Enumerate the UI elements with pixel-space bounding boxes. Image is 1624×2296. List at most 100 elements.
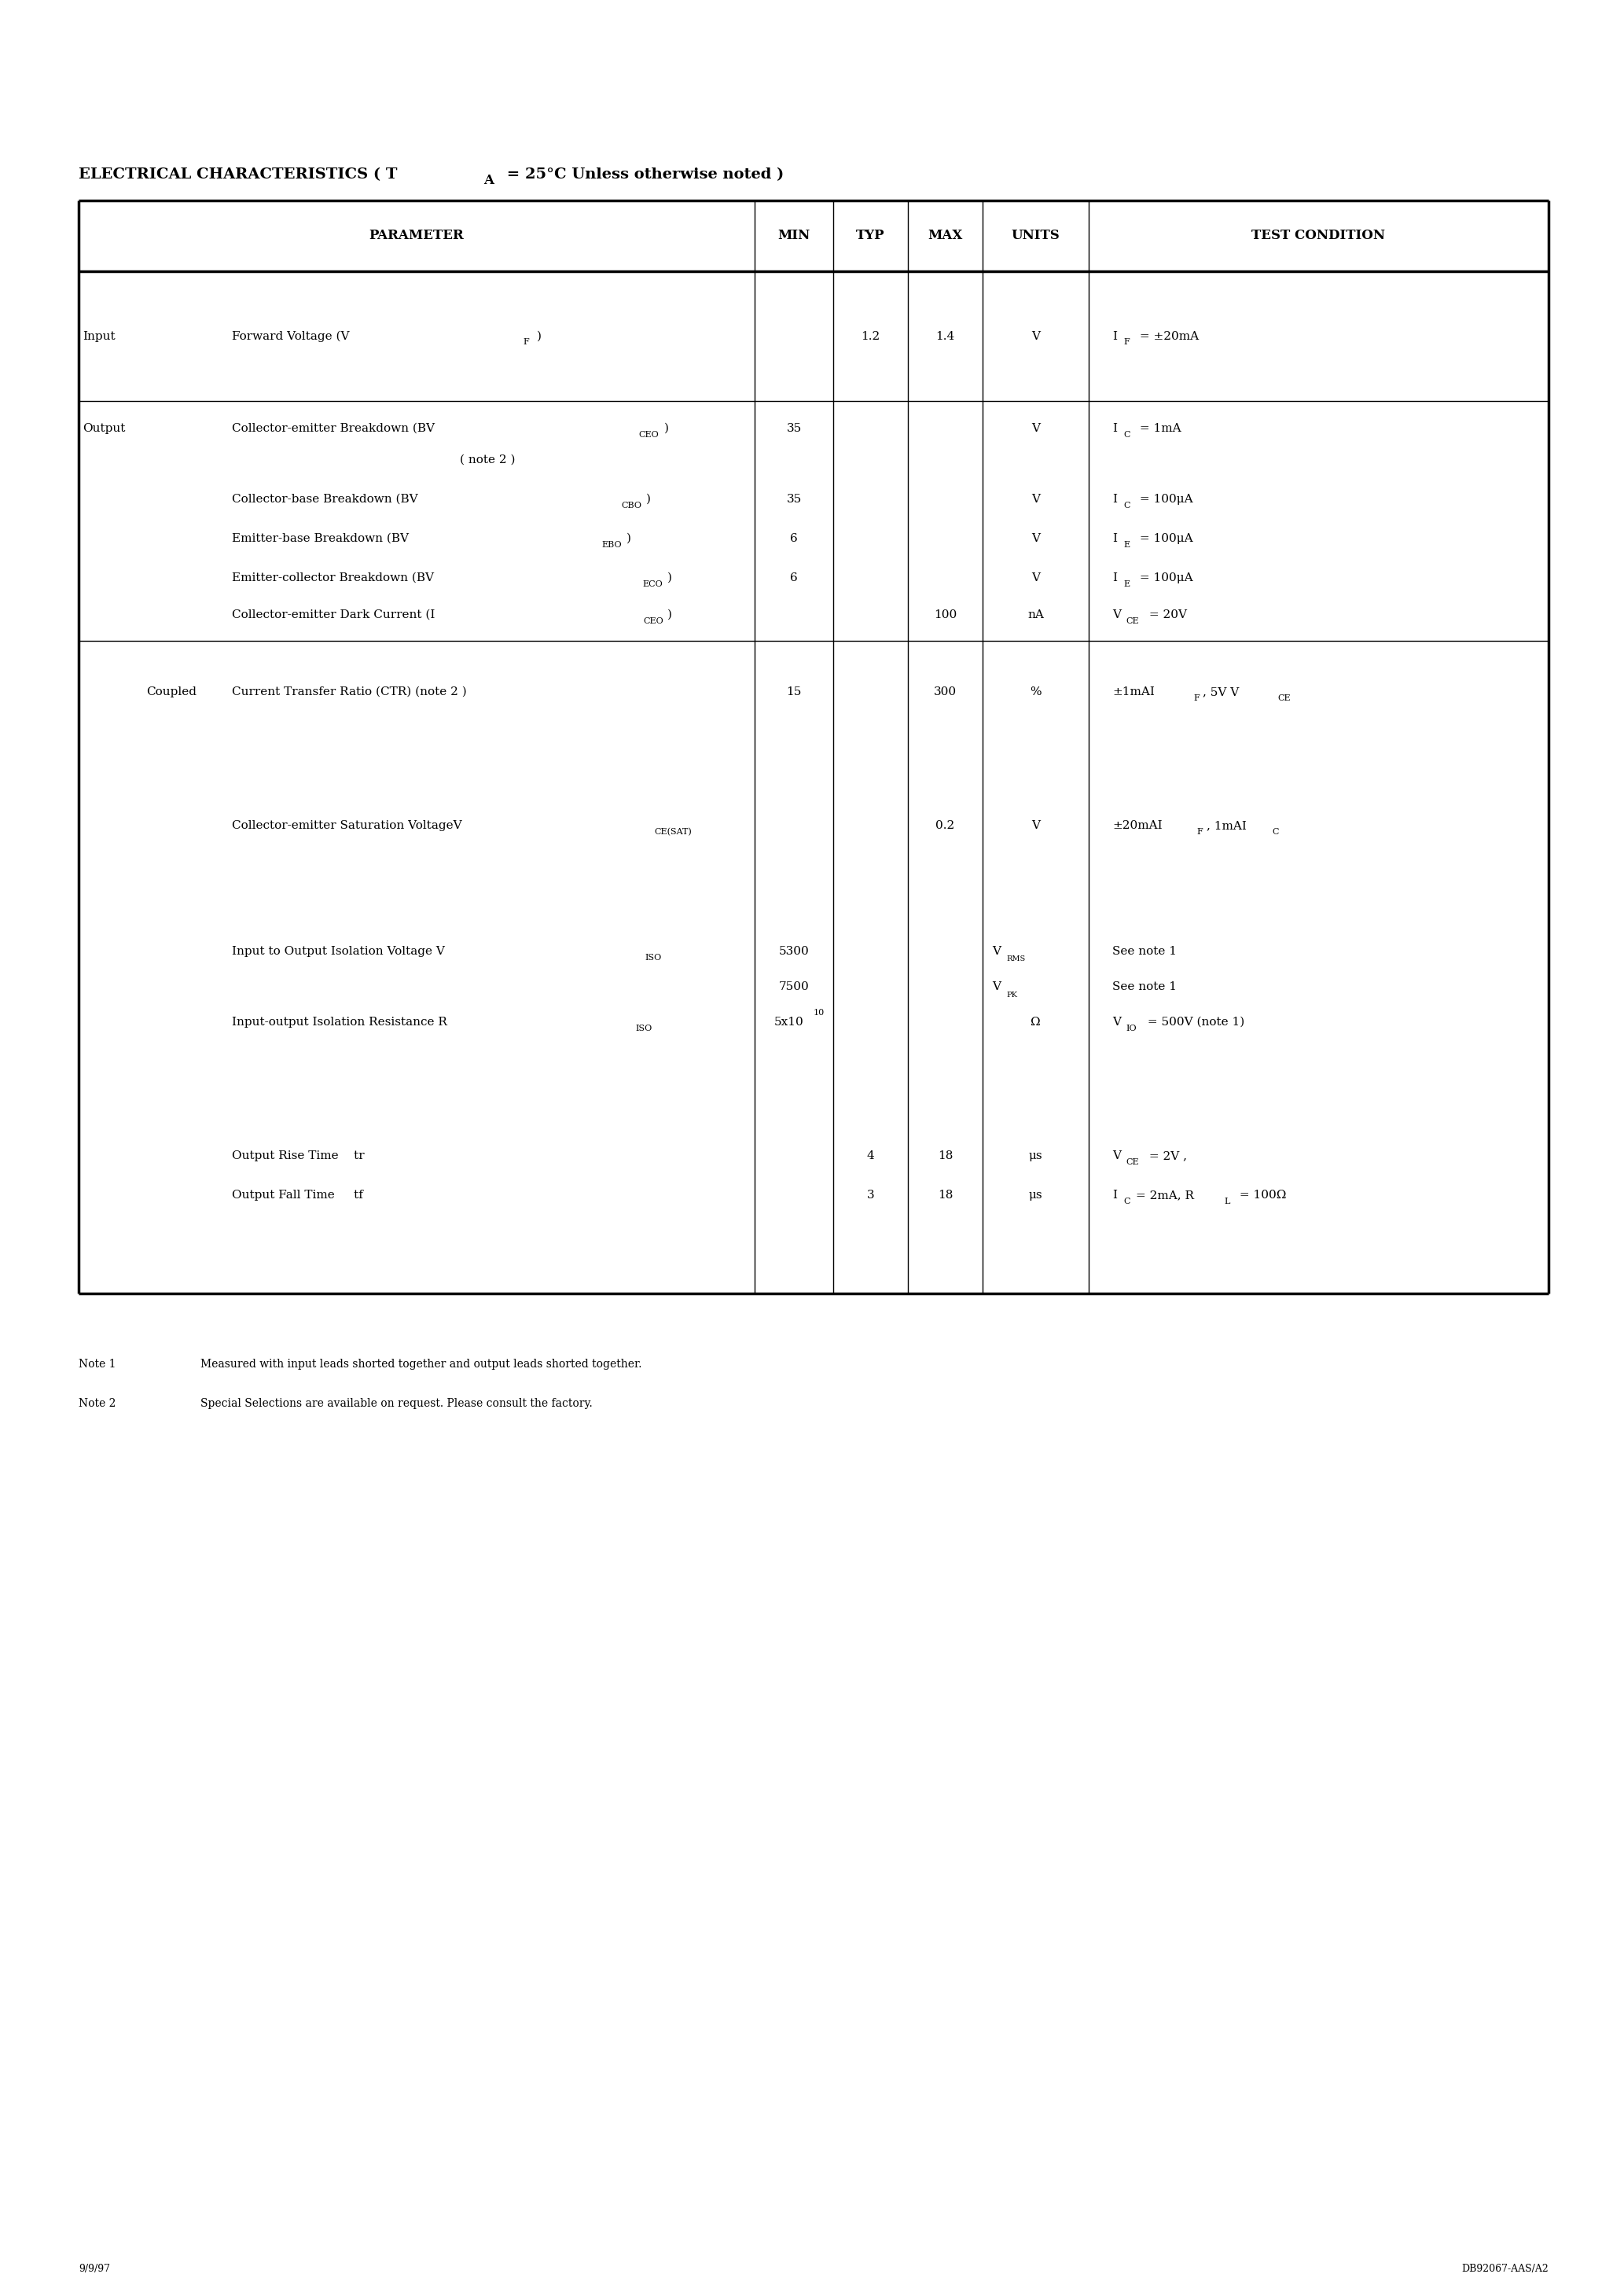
Text: C: C: [1124, 501, 1130, 510]
Text: 4: 4: [867, 1150, 874, 1162]
Text: 35: 35: [786, 422, 802, 434]
Text: DB92067-AAS/A2: DB92067-AAS/A2: [1462, 2264, 1549, 2273]
Text: = 500V (note 1): = 500V (note 1): [1143, 1017, 1244, 1029]
Text: ELECTRICAL CHARACTERISTICS ( T: ELECTRICAL CHARACTERISTICS ( T: [78, 168, 398, 181]
Text: 0.2: 0.2: [935, 820, 955, 831]
Text: 10: 10: [814, 1008, 825, 1017]
Text: 3: 3: [867, 1189, 874, 1201]
Text: V: V: [992, 946, 1000, 957]
Text: V: V: [1031, 820, 1039, 831]
Text: , 1mAI: , 1mAI: [1207, 820, 1247, 831]
Text: μs: μs: [1028, 1189, 1043, 1201]
Text: V: V: [1031, 533, 1039, 544]
Text: = 2mA, R: = 2mA, R: [1135, 1189, 1194, 1201]
Text: V: V: [1031, 494, 1039, 505]
Text: Coupled: Coupled: [146, 687, 197, 698]
Text: ): ): [667, 608, 672, 620]
Text: = 1mA: = 1mA: [1135, 422, 1181, 434]
Text: PARAMETER: PARAMETER: [369, 230, 464, 243]
Text: Forward Voltage (V: Forward Voltage (V: [232, 331, 349, 342]
Text: = 100μA: = 100μA: [1135, 572, 1194, 583]
Text: F: F: [1194, 693, 1200, 703]
Text: μs: μs: [1028, 1150, 1043, 1162]
Text: F: F: [1124, 338, 1129, 347]
Text: TEST CONDITION: TEST CONDITION: [1252, 230, 1385, 243]
Text: Input-output Isolation Resistance R: Input-output Isolation Resistance R: [232, 1017, 447, 1029]
Text: ±20mAI: ±20mAI: [1112, 820, 1163, 831]
Text: Emitter-collector Breakdown (BV: Emitter-collector Breakdown (BV: [232, 572, 434, 583]
Text: I: I: [1112, 533, 1117, 544]
Text: C: C: [1124, 1199, 1130, 1205]
Text: = ±20mA: = ±20mA: [1135, 331, 1199, 342]
Text: V: V: [992, 980, 1000, 992]
Text: 7500: 7500: [778, 980, 809, 992]
Text: F: F: [1197, 829, 1202, 836]
Text: 9/9/97: 9/9/97: [78, 2264, 110, 2273]
Text: A: A: [484, 174, 494, 186]
Text: = 2V ,: = 2V ,: [1145, 1150, 1187, 1162]
Text: I: I: [1112, 422, 1117, 434]
Text: I: I: [1112, 572, 1117, 583]
Text: nA: nA: [1028, 608, 1044, 620]
Text: V: V: [1031, 331, 1039, 342]
Text: CE(SAT): CE(SAT): [654, 829, 692, 836]
Text: See note 1: See note 1: [1112, 946, 1177, 957]
Text: CE: CE: [1125, 1157, 1138, 1166]
Text: = 100μA: = 100μA: [1135, 494, 1194, 505]
Text: CEO: CEO: [638, 432, 658, 439]
Text: ): ): [646, 494, 651, 505]
Text: = 100μA: = 100μA: [1135, 533, 1194, 544]
Text: = 20V: = 20V: [1145, 608, 1187, 620]
Text: TYP: TYP: [856, 230, 885, 243]
Text: PK: PK: [1007, 992, 1017, 999]
Text: Collector-emitter Saturation VoltageV: Collector-emitter Saturation VoltageV: [232, 820, 461, 831]
Text: I: I: [1112, 1189, 1117, 1201]
Text: ): ): [627, 533, 632, 544]
Text: EBO: EBO: [601, 542, 622, 549]
Text: UNITS: UNITS: [1012, 230, 1060, 243]
Text: 1.4: 1.4: [935, 331, 955, 342]
Text: V: V: [1112, 1017, 1121, 1029]
Text: V: V: [1112, 608, 1121, 620]
Text: Special Selections are available on request. Please consult the factory.: Special Selections are available on requ…: [200, 1398, 593, 1410]
Text: MIN: MIN: [778, 230, 810, 243]
Text: 5300: 5300: [778, 946, 809, 957]
Text: , 5V V: , 5V V: [1203, 687, 1239, 698]
Text: See note 1: See note 1: [1112, 980, 1177, 992]
Text: Collector-emitter Dark Current (I: Collector-emitter Dark Current (I: [232, 608, 435, 620]
Text: V: V: [1112, 1150, 1121, 1162]
Text: E: E: [1124, 542, 1130, 549]
Text: Output: Output: [83, 422, 125, 434]
Text: ): ): [538, 331, 541, 342]
Text: CE: CE: [1125, 618, 1138, 625]
Text: Note 1: Note 1: [78, 1359, 115, 1371]
Text: 18: 18: [937, 1150, 953, 1162]
Text: ECO: ECO: [641, 581, 663, 588]
Text: Measured with input leads shorted together and output leads shorted together.: Measured with input leads shorted togeth…: [200, 1359, 641, 1371]
Text: Current Transfer Ratio (CTR) (note 2 ): Current Transfer Ratio (CTR) (note 2 ): [232, 687, 466, 698]
Text: Collector-base Breakdown (BV: Collector-base Breakdown (BV: [232, 494, 417, 505]
Text: Input: Input: [83, 331, 115, 342]
Text: 35: 35: [786, 494, 802, 505]
Text: C: C: [1124, 432, 1130, 439]
Text: F: F: [523, 338, 529, 347]
Text: ISO: ISO: [635, 1024, 651, 1033]
Text: E: E: [1124, 581, 1130, 588]
Text: C: C: [1272, 829, 1278, 836]
Text: Output Fall Time     tf: Output Fall Time tf: [232, 1189, 364, 1201]
Text: CEO: CEO: [643, 618, 663, 625]
Text: Ω: Ω: [1031, 1017, 1041, 1029]
Text: = 100Ω: = 100Ω: [1236, 1189, 1286, 1201]
Text: Output Rise Time    tr: Output Rise Time tr: [232, 1150, 364, 1162]
Text: Emitter-base Breakdown (BV: Emitter-base Breakdown (BV: [232, 533, 409, 544]
Text: ): ): [664, 422, 669, 434]
Text: V: V: [1031, 422, 1039, 434]
Text: %: %: [1030, 687, 1041, 698]
Text: 1.2: 1.2: [861, 331, 880, 342]
Text: 15: 15: [786, 687, 802, 698]
Text: V: V: [1031, 572, 1039, 583]
Text: ISO: ISO: [645, 953, 661, 962]
Text: 6: 6: [791, 572, 797, 583]
Text: RMS: RMS: [1007, 955, 1025, 962]
Text: 100: 100: [934, 608, 957, 620]
